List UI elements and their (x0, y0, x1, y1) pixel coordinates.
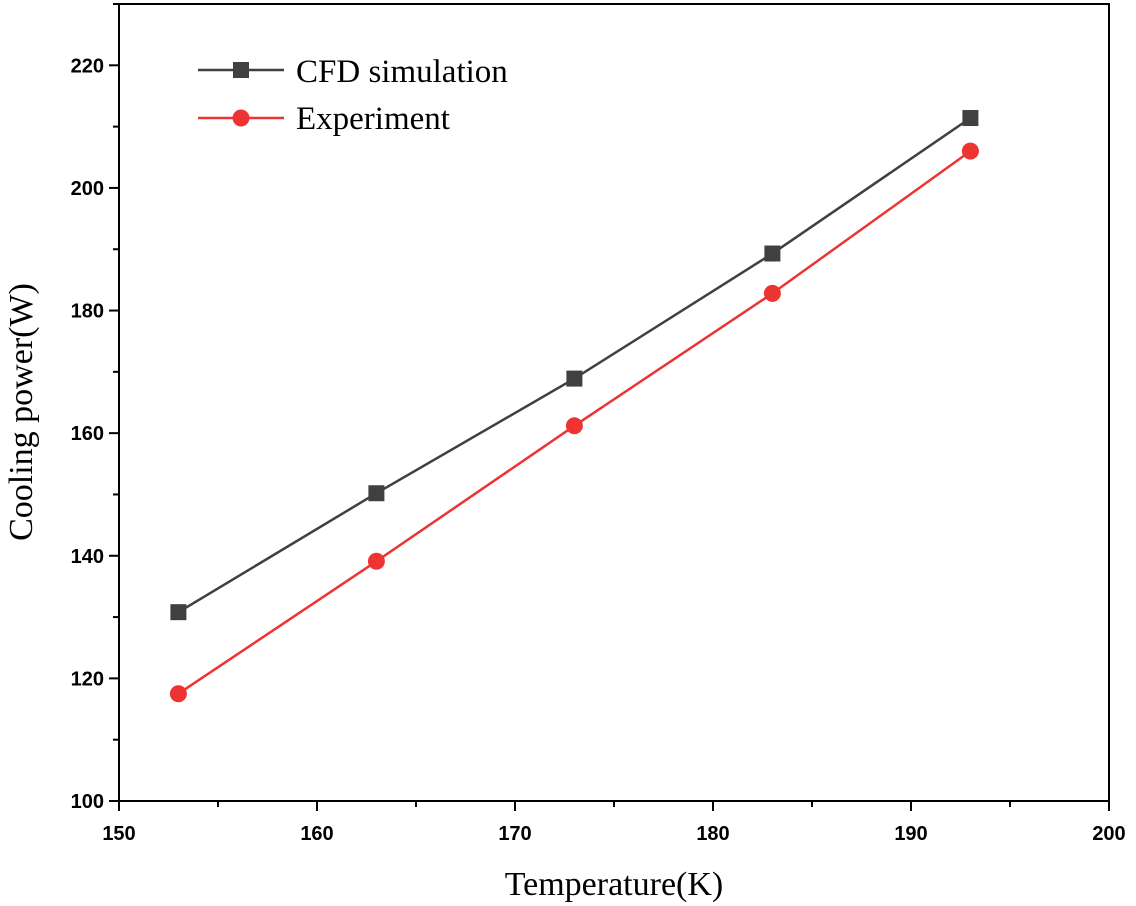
y-tick-label: 220 (71, 55, 104, 77)
data-point-experiment (763, 284, 781, 302)
data-point-cfd-simulation (764, 245, 781, 262)
plot-frame (118, 3, 1110, 802)
y-tick-label: 120 (71, 668, 104, 690)
legend: CFD simulation Experiment (198, 54, 508, 137)
series-layer (169, 110, 979, 703)
x-tick-label: 190 (894, 823, 927, 845)
y-tick-label: 180 (71, 301, 104, 323)
x-tick-label: 150 (102, 823, 135, 845)
legend-label-experiment: Experiment (296, 101, 450, 137)
y-tick-label: 160 (71, 423, 104, 445)
y-tick-label: 200 (71, 178, 104, 200)
data-point-cfd-simulation (170, 604, 187, 621)
legend-label-cfd: CFD simulation (296, 54, 508, 90)
data-point-experiment (169, 685, 187, 703)
x-tick-label: 160 (300, 823, 333, 845)
legend-marker-experiment (232, 109, 250, 127)
y-axis-title: Cooling power(W) (3, 283, 40, 541)
x-tick-label: 180 (696, 823, 729, 845)
x-axis-title: Temperature(K) (505, 866, 724, 903)
data-point-cfd-simulation (368, 485, 385, 502)
data-point-cfd-simulation (566, 370, 583, 387)
y-tick-label: 140 (71, 546, 104, 568)
y-tick-label: 100 (71, 791, 104, 813)
data-point-experiment (961, 142, 979, 160)
tick-labels: 150 160 170 180 190 200 100 120 140 160 180 200 220 (71, 55, 1126, 845)
data-point-experiment (565, 417, 583, 435)
x-tick-label: 170 (498, 823, 531, 845)
x-tick-label: 200 (1092, 823, 1125, 845)
legend-marker-cfd (233, 62, 249, 78)
data-point-cfd-simulation (962, 110, 979, 127)
data-point-experiment (367, 552, 385, 570)
